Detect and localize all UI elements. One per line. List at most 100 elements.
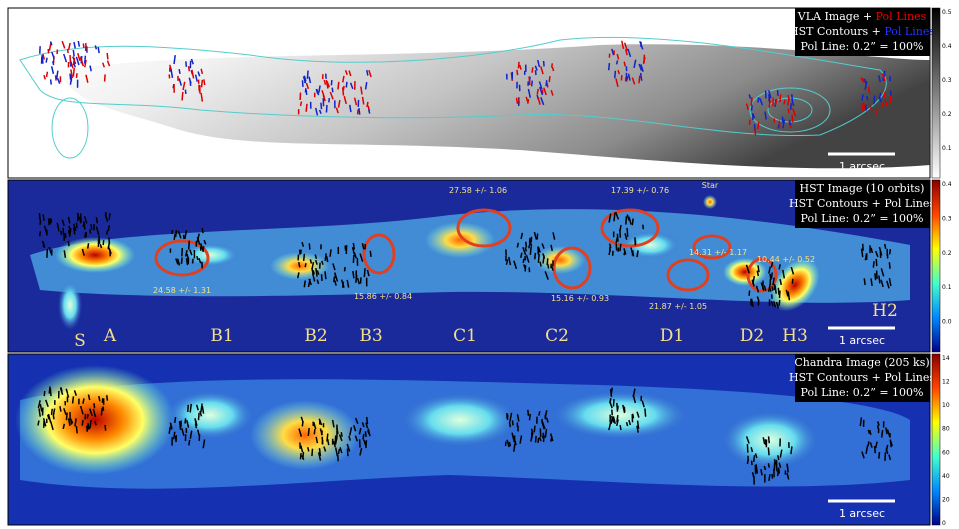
caption-text: HST Contours + Pol Lines [789, 197, 935, 210]
colorbar-tick-label: 60 [942, 449, 950, 456]
pol-line [874, 96, 875, 105]
pol-line [306, 104, 307, 112]
measurement-label: 14.31 +/- 1.17 [689, 248, 747, 257]
pol-line [627, 228, 628, 237]
pol-line [96, 217, 97, 223]
pol-line [877, 107, 878, 116]
pol-line [98, 47, 99, 53]
pol-line [779, 121, 780, 128]
pol-line [890, 439, 891, 447]
pol-line [614, 213, 615, 222]
colorbar-tick-label: 80 [942, 426, 950, 433]
pol-line [784, 100, 785, 105]
caption-text: Pol Line: 0.2” = 100% [801, 386, 924, 399]
pol-line [83, 43, 84, 48]
measurement-label: 17.39 +/- 0.76 [611, 186, 669, 195]
pol-line [347, 449, 348, 457]
pol-line [197, 256, 198, 260]
measurement-label: 15.86 +/- 0.84 [354, 292, 412, 301]
pol-line [890, 249, 891, 254]
colorbar-tick-label: 20 [942, 496, 950, 503]
pol-line [534, 426, 535, 433]
pol-line [620, 244, 621, 251]
pol-line [552, 63, 553, 67]
pol-line [754, 455, 755, 462]
caption-text: Pol Line: 0.2” = 100% [801, 212, 924, 225]
pol-line [332, 88, 333, 93]
pol-line [176, 230, 177, 237]
pol-line [529, 414, 530, 420]
pol-line [101, 408, 102, 416]
pol-line [181, 258, 182, 264]
region-label: B1 [210, 326, 233, 346]
pol-line [758, 97, 759, 102]
pol-line [779, 300, 780, 306]
pol-line [312, 449, 313, 456]
caption-line: HST Contours + Pol Lines [789, 25, 935, 38]
pol-line [624, 62, 625, 67]
pol-line [884, 92, 885, 97]
pol-line [518, 62, 519, 68]
region-label: B3 [359, 326, 382, 346]
pol-line [324, 80, 325, 85]
pol-line [70, 228, 71, 237]
pol-line [82, 420, 83, 425]
pol-line [338, 82, 339, 90]
pol-line [769, 436, 770, 443]
pol-line [61, 231, 62, 235]
pol-line [40, 231, 41, 236]
pol-line [769, 94, 770, 102]
colorbar-tick-label: 0.4 [942, 181, 952, 188]
pol-line [885, 244, 886, 249]
pol-line [752, 105, 753, 110]
pol-line [309, 243, 310, 249]
pol-line [105, 74, 106, 81]
pol-line [866, 105, 867, 111]
vla-panel: VLA Image + Pol LinesHST Contours + Pol … [8, 8, 935, 178]
pol-line [190, 404, 191, 412]
pol-line [517, 98, 518, 104]
caption-line: HST Contours + Pol Lines [789, 197, 935, 210]
pol-line [51, 79, 52, 84]
pol-line [538, 254, 539, 263]
pol-line [791, 446, 792, 454]
pol-line [53, 415, 54, 419]
pol-line [627, 422, 628, 426]
measurement-label: Star [702, 181, 719, 190]
pol-line [549, 76, 550, 82]
pol-line [52, 409, 53, 415]
region-label: D2 [740, 326, 764, 346]
pol-line [343, 282, 344, 288]
colorbar-tick-label: 0.3 [942, 77, 952, 84]
pol-line [300, 101, 301, 105]
pol-line [873, 261, 874, 267]
pol-line [879, 275, 880, 283]
pol-line [75, 418, 76, 426]
measurement-label: 10.44 +/- 0.52 [757, 255, 815, 264]
pol-line [305, 263, 306, 267]
caption-text: HST Image (10 orbits) [800, 182, 925, 195]
pol-line [70, 62, 71, 66]
colorbar [932, 354, 940, 525]
pol-line [83, 221, 84, 227]
region-label: B2 [304, 326, 327, 346]
pol-line [185, 418, 186, 423]
pol-line [525, 247, 526, 251]
caption-line: Chandra Image (205 ks) [794, 356, 929, 369]
pol-line [875, 273, 876, 280]
pol-line [538, 438, 539, 443]
pol-line [540, 262, 541, 267]
pol-line [609, 63, 610, 70]
pol-line [90, 229, 91, 233]
pol-line [99, 236, 100, 244]
pol-line [189, 440, 190, 446]
pol-line [60, 406, 61, 411]
caption-text: Pol Lines [884, 25, 935, 38]
region-label: C1 [453, 326, 477, 346]
pol-line [304, 254, 305, 261]
pol-line [73, 50, 74, 56]
pol-line [363, 434, 364, 440]
pol-line [758, 265, 759, 272]
pol-line [68, 49, 69, 53]
pol-line [792, 94, 793, 102]
